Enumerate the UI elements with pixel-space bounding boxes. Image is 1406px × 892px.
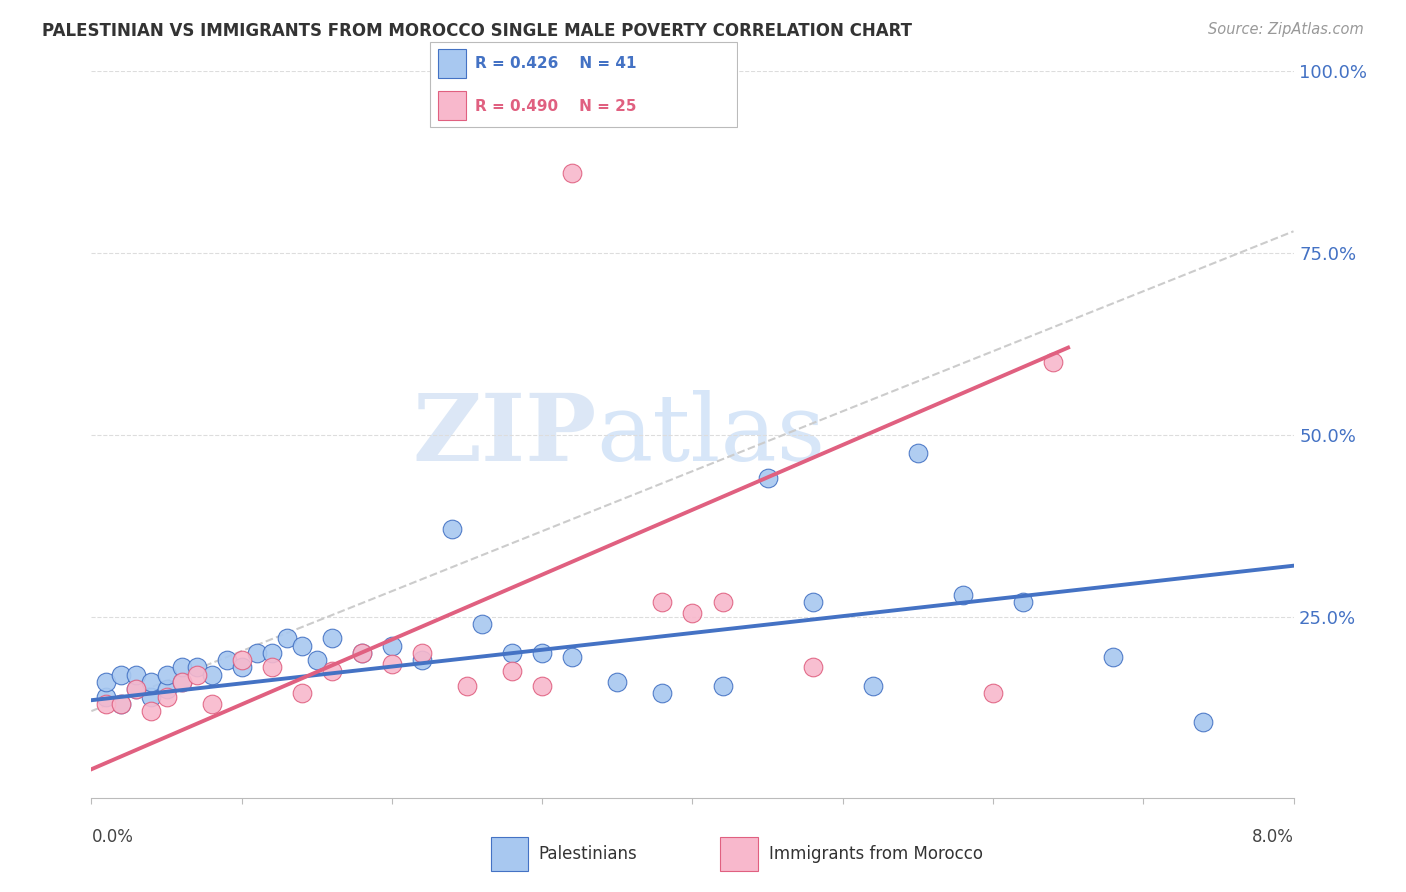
Point — [155, 690, 177, 704]
Point — [110, 667, 132, 681]
Point — [411, 646, 433, 660]
Text: R = 0.426    N = 41: R = 0.426 N = 41 — [475, 56, 637, 71]
Point — [1102, 649, 1125, 664]
Point — [1192, 714, 1215, 729]
Point — [276, 632, 298, 646]
Point — [561, 166, 583, 180]
Point — [201, 697, 224, 711]
Point — [96, 697, 118, 711]
Point — [215, 653, 238, 667]
Point — [440, 522, 463, 536]
Point — [561, 649, 583, 664]
Point — [381, 657, 404, 671]
Point — [231, 660, 253, 674]
Point — [170, 675, 193, 690]
Text: atlas: atlas — [596, 390, 825, 480]
Text: 0.0%: 0.0% — [91, 828, 134, 846]
Point — [862, 679, 884, 693]
Point — [141, 704, 163, 718]
Point — [801, 595, 824, 609]
Point — [186, 660, 208, 674]
Point — [801, 660, 824, 674]
Point — [125, 682, 148, 697]
Point — [170, 660, 193, 674]
Point — [246, 646, 269, 660]
Text: Immigrants from Morocco: Immigrants from Morocco — [769, 845, 983, 863]
Text: Palestinians: Palestinians — [538, 845, 637, 863]
Point — [291, 686, 314, 700]
Point — [96, 675, 118, 690]
Point — [1042, 355, 1064, 369]
Point — [606, 675, 628, 690]
Point — [350, 646, 373, 660]
Text: PALESTINIAN VS IMMIGRANTS FROM MOROCCO SINGLE MALE POVERTY CORRELATION CHART: PALESTINIAN VS IMMIGRANTS FROM MOROCCO S… — [42, 22, 912, 40]
Point — [125, 682, 148, 697]
Point — [231, 653, 253, 667]
Point — [155, 667, 177, 681]
Point — [170, 675, 193, 690]
Bar — [439, 92, 465, 120]
Point — [501, 646, 523, 660]
Text: ZIP: ZIP — [412, 390, 596, 480]
Point — [651, 595, 673, 609]
Point — [96, 690, 118, 704]
Point — [756, 471, 779, 485]
Point — [952, 588, 974, 602]
Point — [125, 667, 148, 681]
FancyBboxPatch shape — [430, 42, 737, 128]
Point — [531, 679, 554, 693]
Point — [186, 667, 208, 681]
Point — [141, 690, 163, 704]
Point — [260, 646, 283, 660]
Point — [141, 675, 163, 690]
Text: R = 0.490    N = 25: R = 0.490 N = 25 — [475, 99, 637, 113]
Point — [456, 679, 478, 693]
Bar — [439, 49, 465, 78]
Point — [711, 679, 734, 693]
Point — [350, 646, 373, 660]
Point — [155, 682, 177, 697]
Point — [907, 446, 929, 460]
Point — [381, 639, 404, 653]
Point — [1012, 595, 1035, 609]
Point — [981, 686, 1004, 700]
Point — [110, 697, 132, 711]
Point — [321, 632, 343, 646]
Point — [501, 664, 523, 678]
Text: Source: ZipAtlas.com: Source: ZipAtlas.com — [1208, 22, 1364, 37]
Point — [681, 606, 703, 620]
Point — [531, 646, 554, 660]
Point — [471, 616, 494, 631]
Point — [321, 664, 343, 678]
Text: 8.0%: 8.0% — [1251, 828, 1294, 846]
Point — [110, 697, 132, 711]
Point — [260, 660, 283, 674]
Point — [411, 653, 433, 667]
Point — [305, 653, 328, 667]
Bar — [491, 837, 529, 871]
Point — [201, 667, 224, 681]
Point — [711, 595, 734, 609]
Bar — [720, 837, 758, 871]
Point — [291, 639, 314, 653]
Point — [651, 686, 673, 700]
